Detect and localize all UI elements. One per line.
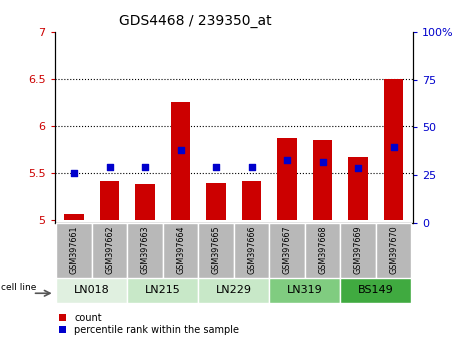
Point (248, 164, 256, 169)
Text: GSM397669: GSM397669 (354, 225, 363, 274)
Bar (92, 223, 127, 278)
Point (142, 164, 149, 169)
Point (106, 164, 114, 169)
Bar (171, 103, 190, 220)
Bar (199, 223, 234, 278)
Bar (57, 278, 127, 303)
Bar (305, 223, 341, 278)
Text: LN319: LN319 (287, 285, 323, 295)
Legend: count, percentile rank within the sample: count, percentile rank within the sample (59, 313, 239, 335)
Text: LN229: LN229 (216, 285, 252, 295)
Text: GSM397665: GSM397665 (212, 225, 221, 274)
Bar (349, 157, 368, 220)
Bar (234, 223, 269, 278)
Bar (269, 223, 305, 278)
Bar (384, 79, 403, 220)
Text: GSM397662: GSM397662 (105, 225, 114, 274)
Bar (57, 223, 92, 278)
Bar (313, 140, 332, 220)
Bar (127, 278, 199, 303)
Bar (376, 223, 411, 278)
Text: cell line: cell line (1, 283, 37, 292)
Bar (100, 181, 119, 220)
Text: GSM397667: GSM397667 (283, 225, 292, 274)
Text: GSM397668: GSM397668 (318, 225, 327, 274)
Bar (269, 278, 341, 303)
Bar (207, 183, 226, 220)
Bar (341, 223, 376, 278)
Bar (163, 223, 199, 278)
Text: GDS4468 / 239350_at: GDS4468 / 239350_at (119, 14, 272, 28)
Bar (277, 138, 297, 220)
Point (177, 147, 184, 153)
Bar (65, 213, 84, 220)
Text: GSM397664: GSM397664 (176, 225, 185, 274)
Point (354, 166, 362, 171)
Bar (341, 278, 411, 303)
Text: LN018: LN018 (74, 285, 110, 295)
Bar (135, 184, 155, 220)
Point (212, 165, 220, 170)
Text: BS149: BS149 (358, 285, 394, 295)
Text: GSM397666: GSM397666 (247, 225, 256, 274)
Bar (127, 223, 163, 278)
Text: GSM397663: GSM397663 (141, 225, 150, 274)
Point (284, 157, 291, 163)
Point (70, 170, 78, 176)
Bar (199, 278, 269, 303)
Bar (242, 181, 261, 220)
Point (319, 159, 326, 165)
Text: GSM397670: GSM397670 (389, 225, 398, 274)
Text: LN215: LN215 (145, 285, 181, 295)
Point (390, 144, 398, 150)
Text: GSM397661: GSM397661 (70, 225, 79, 274)
